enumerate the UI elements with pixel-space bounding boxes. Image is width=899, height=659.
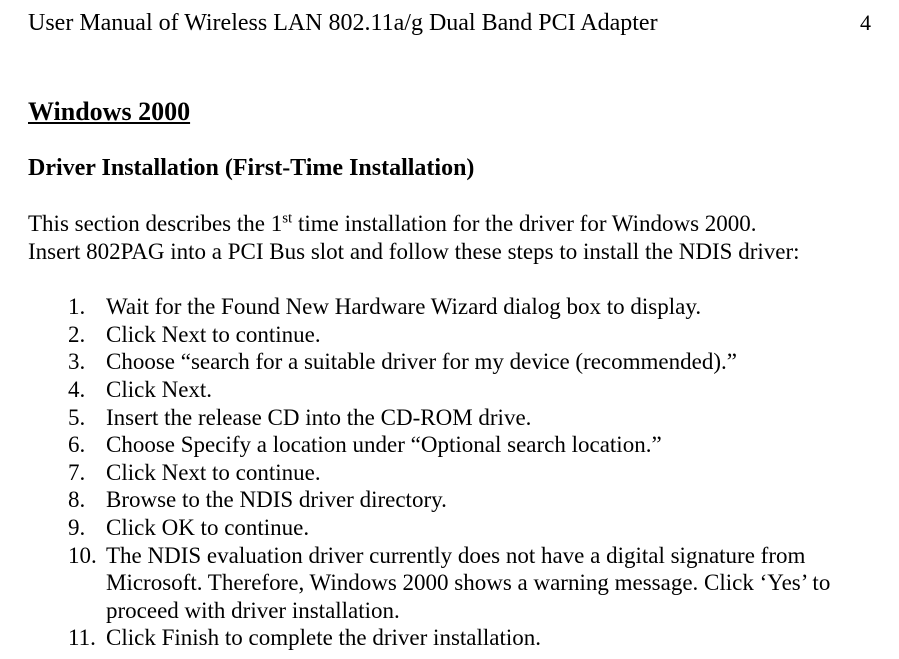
intro-line2: Insert 802PAG into a PCI Bus slot and fo… xyxy=(28,239,800,264)
step-text: Click Next to continue. xyxy=(106,459,871,487)
page-number: 4 xyxy=(860,10,871,36)
intro-line1-prefix: This section describes the 1 xyxy=(28,211,282,236)
step-item: 10. The NDIS evaluation driver currently… xyxy=(68,542,871,625)
step-text: Wait for the Found New Hardware Wizard d… xyxy=(106,293,871,321)
step-text: Click Finish to complete the driver inst… xyxy=(106,624,871,652)
step-item: 5. Insert the release CD into the CD-ROM… xyxy=(68,404,871,432)
step-item: 8. Browse to the NDIS driver directory. xyxy=(68,486,871,514)
step-text: Choose “search for a suitable driver for… xyxy=(106,348,871,376)
step-number: 9. xyxy=(68,514,106,542)
step-number: 4. xyxy=(68,376,106,404)
section-title: Windows 2000 xyxy=(28,97,871,127)
step-number: 3. xyxy=(68,348,106,376)
step-number: 1. xyxy=(68,293,106,321)
document-header: User Manual of Wireless LAN 802.11a/g Du… xyxy=(28,10,658,37)
step-text: Choose Specify a location under “Optiona… xyxy=(106,431,871,459)
step-number: 8. xyxy=(68,486,106,514)
steps-list: 1. Wait for the Found New Hardware Wizar… xyxy=(28,293,871,652)
step-number: 10. xyxy=(68,542,106,570)
step-text: Click Next to continue. xyxy=(106,321,871,349)
step-number: 11. xyxy=(68,624,106,652)
header-row: User Manual of Wireless LAN 802.11a/g Du… xyxy=(28,10,871,37)
step-number: 7. xyxy=(68,459,106,487)
intro-line1-suffix: time installation for the driver for Win… xyxy=(292,211,756,236)
step-item: 6. Choose Specify a location under “Opti… xyxy=(68,431,871,459)
step-item: 4. Click Next. xyxy=(68,376,871,404)
step-text: Click Next. xyxy=(106,376,871,404)
document-page: User Manual of Wireless LAN 802.11a/g Du… xyxy=(0,0,899,652)
step-text: Insert the release CD into the CD-ROM dr… xyxy=(106,404,871,432)
intro-superscript: st xyxy=(282,210,292,226)
step-number: 6. xyxy=(68,431,106,459)
step-item: 3. Choose “search for a suitable driver … xyxy=(68,348,871,376)
step-number: 5. xyxy=(68,404,106,432)
step-item: 7. Click Next to continue. xyxy=(68,459,871,487)
step-text: Click OK to continue. xyxy=(106,514,871,542)
subsection-title: Driver Installation (First-Time Installa… xyxy=(28,155,871,182)
step-item: 2. Click Next to continue. xyxy=(68,321,871,349)
step-item: 1. Wait for the Found New Hardware Wizar… xyxy=(68,293,871,321)
step-text: The NDIS evaluation driver currently doe… xyxy=(106,542,871,625)
step-text: Browse to the NDIS driver directory. xyxy=(106,486,871,514)
step-item: 9. Click OK to continue. xyxy=(68,514,871,542)
intro-paragraph: This section describes the 1st time inst… xyxy=(28,210,871,265)
step-item: 11. Click Finish to complete the driver … xyxy=(68,624,871,652)
step-number: 2. xyxy=(68,321,106,349)
